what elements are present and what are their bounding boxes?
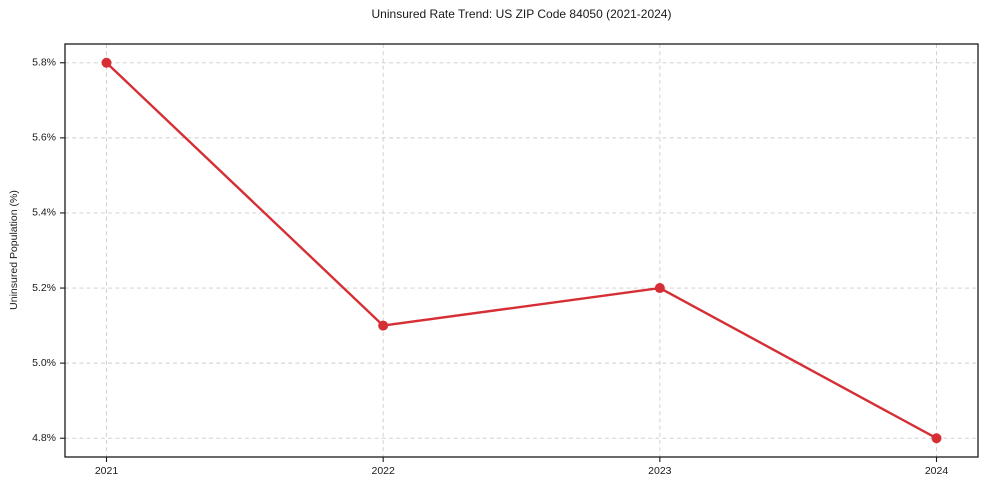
trend-line — [105, 61, 938, 440]
chart-title: Uninsured Rate Trend: US ZIP Code 84050 … — [371, 7, 672, 21]
y-tick-label: 5.8% — [32, 57, 56, 69]
data-point — [378, 320, 389, 331]
data-point — [101, 57, 112, 68]
y-tick-label: 5.0% — [32, 357, 56, 369]
x-tick-label: 2022 — [371, 465, 395, 477]
plot-border — [64, 43, 979, 458]
y-tick-label: 5.6% — [32, 132, 56, 144]
y-tick-label: 5.2% — [32, 282, 56, 294]
data-point — [931, 433, 942, 444]
data-point — [654, 283, 665, 294]
y-tick-label: 5.4% — [32, 207, 56, 219]
x-tick-label: 2021 — [95, 465, 119, 477]
x-tick-label: 2024 — [925, 465, 949, 477]
y-tick-label: 4.8% — [32, 432, 56, 444]
x-tick-label: 2023 — [648, 465, 672, 477]
